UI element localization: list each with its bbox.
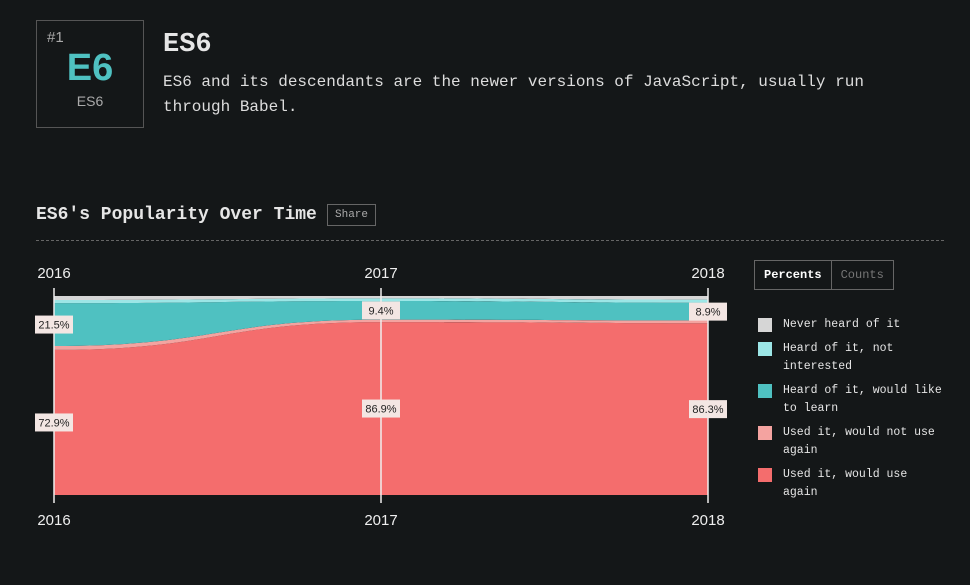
legend-item[interactable]: Heard of it, would like to learn (758, 382, 948, 418)
value-label-text: 86.3% (692, 404, 723, 416)
legend: Never heard of it Heard of it, not intere… (758, 316, 948, 508)
value-label-text: 72.9% (38, 417, 69, 429)
value-label-bg (689, 400, 727, 419)
title: ES6 (163, 30, 212, 60)
x-tick-label: 2017 (364, 512, 397, 529)
legend-item[interactable]: Used it, would not use again (758, 424, 948, 460)
value-label: 86.9% (362, 399, 400, 418)
legend-swatch (758, 468, 772, 482)
value-label: 21.5% (35, 315, 73, 334)
x-tick-label: 2018 (691, 265, 724, 282)
legend-label: Used it, would not use again (783, 426, 935, 457)
badge-subtext: ES6 (76, 93, 104, 109)
legend-item[interactable]: Heard of it, not interested (758, 340, 948, 376)
value-label-bg (35, 315, 73, 334)
x-tick-label: 2018 (691, 512, 724, 529)
value-label-bg (35, 413, 73, 432)
value-label: 72.9% (35, 413, 73, 432)
value-label-text: 9.4% (368, 305, 393, 317)
divider (36, 240, 944, 241)
legend-item[interactable]: Never heard of it (758, 316, 948, 334)
legend-item[interactable]: Used it, would use again (758, 466, 948, 502)
legend-label: Heard of it, would like to learn (783, 384, 942, 415)
value-label-text: 21.5% (38, 320, 69, 332)
legend-swatch (758, 318, 772, 332)
value-label: 86.3% (689, 400, 727, 419)
badge-text: E6 (66, 47, 114, 89)
description: ES6 and its descendants are the newer ve… (163, 73, 864, 116)
section-title: ES6's Popularity Over Time (36, 205, 317, 225)
value-label-text: 86.9% (365, 404, 396, 416)
area (54, 319, 708, 350)
legend-swatch (758, 342, 772, 356)
legend-label: Heard of it, not interested (783, 342, 894, 373)
value-label-bg (362, 399, 400, 418)
legend-label: Used it, would use again (783, 468, 908, 499)
legend-swatch (758, 426, 772, 440)
toggle-group: Percents Counts (754, 260, 894, 290)
area (54, 300, 708, 346)
x-tick-label: 2017 (364, 265, 397, 282)
rank: #1 (47, 29, 64, 46)
toggle-percents[interactable]: Percents (755, 261, 832, 289)
badge: #1 E6 ES6 (36, 20, 144, 128)
value-label-bg (362, 301, 400, 320)
x-tick-label: 2016 (37, 265, 70, 282)
x-tick-label: 2016 (37, 512, 70, 529)
legend-label: Never heard of it (783, 318, 901, 331)
toggle-counts[interactable]: Counts (840, 268, 884, 282)
share-button[interactable]: Share (327, 204, 377, 226)
value-label: 9.4% (362, 301, 400, 320)
value-label-bg (689, 302, 727, 321)
value-label-text: 8.9% (695, 307, 720, 319)
legend-swatch (758, 384, 772, 398)
value-label: 8.9% (689, 302, 727, 321)
